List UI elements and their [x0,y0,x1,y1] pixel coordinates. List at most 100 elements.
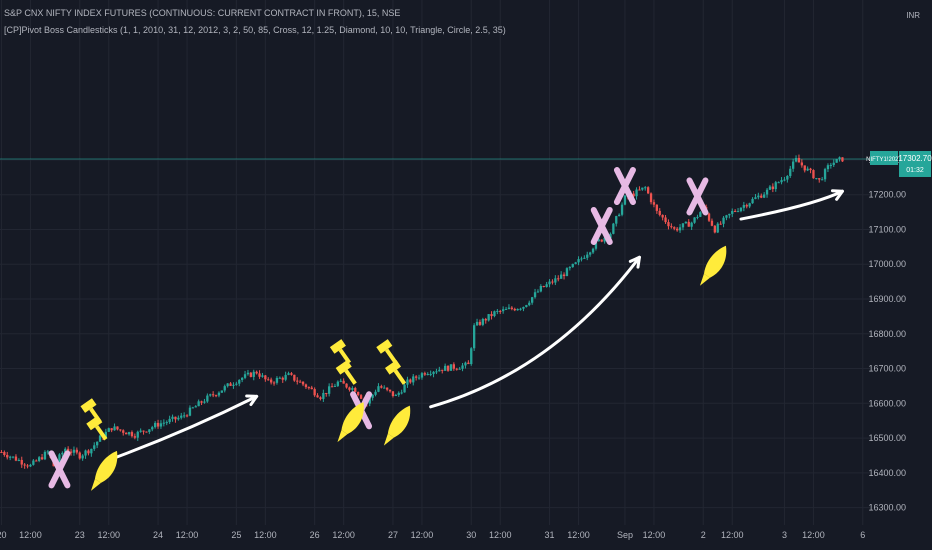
candle-body [783,179,786,181]
candle-body [211,394,215,396]
candle-body [37,457,41,461]
time-axis[interactable]: 2012:002312:002412:002512:002612:002712:… [0,530,865,540]
candle-body [226,383,229,387]
candle-body [122,430,125,433]
candle-body [46,451,50,453]
candle-body [823,169,827,180]
candle-body [359,395,363,399]
candle-body [493,311,496,317]
y-tick-label: 17000.00 [868,259,906,269]
candle-body [644,187,647,189]
candle-body [722,217,725,224]
hammer-handle-icon [393,369,407,385]
candle-body [438,369,441,372]
candle-body [432,371,435,374]
candle-body [238,379,241,384]
candle-body [609,233,612,239]
candle-body [84,450,87,456]
candle-body [406,379,409,385]
candle-body [417,377,421,379]
candle-body [258,373,261,377]
hammer-handle-icon [384,348,398,364]
y-tick-label: 16600.00 [868,398,906,408]
candle-body [275,377,279,383]
candle-body [191,407,195,409]
x-tick-label: 31 [545,530,555,540]
candle-body [794,158,798,162]
candle-body [739,207,743,212]
candle-body [568,267,572,269]
candle-body [313,389,316,396]
trend-arrow-line [110,394,259,461]
candle-body [542,286,545,288]
candle-body [661,214,664,218]
candle-body [177,417,180,420]
rocket-flame-icon [383,433,394,446]
candle-body [400,392,403,394]
hammer-handle-icon [344,369,357,385]
candle-body [620,204,624,215]
candle-body [142,430,145,432]
candle-body [235,383,238,385]
x-tick-label: 12:00 [489,530,512,540]
candle-body [591,248,595,253]
candle-body [742,205,746,208]
candle-body [0,451,3,453]
badge-countdown: 01:32 [906,167,924,174]
candle-body [127,432,131,435]
candle-body [565,268,569,277]
candle-body [269,379,273,383]
currency-label: INR [906,11,920,20]
candle-body [397,392,400,395]
candle-body [638,189,641,191]
candle-body [481,319,485,325]
candle-body [412,376,415,383]
candle-body [800,162,804,166]
candle-body [75,449,79,453]
candle-body [507,307,511,309]
candle-body [731,210,734,214]
candle-body [516,308,519,311]
hammer-marker-icon [86,415,103,431]
candle-body [6,454,9,458]
candle-body [765,189,769,195]
x-tick-label: 20 [0,530,6,540]
candle-body [330,386,334,388]
candle-body [623,195,627,205]
candle-body [209,394,212,396]
candle-body [409,379,412,383]
candle-body [58,454,61,463]
candle-body [223,386,226,391]
candle-body [327,386,331,394]
candle-body [594,240,598,249]
x-tick-label: 12:00 [802,530,825,540]
badge-price-box [899,150,931,177]
x-tick-label: 27 [388,530,398,540]
candle-body [61,452,64,455]
candle-body [272,382,276,384]
candle-body [757,195,760,198]
candle-body [681,223,685,228]
candle-body [818,178,821,180]
candle-body [217,392,221,396]
candle-body [345,383,348,388]
y-tick-label: 16800.00 [868,329,906,339]
rocket-marker-icon [94,450,118,483]
candle-body [95,441,99,446]
candle-body [156,422,160,427]
candle-body [597,239,601,241]
candle-body [310,387,313,390]
trend-arrow-head [245,394,259,407]
candle-body [81,455,84,459]
indicator-legend[interactable]: [CP]Pivot Boss Candlesticks (1, 1, 2010,… [4,25,506,35]
candle-body [504,308,508,310]
candle-body [145,431,148,433]
price-axis[interactable]: 17300.0017200.0017100.0017000.0016900.00… [868,11,920,513]
candle-body [374,391,377,395]
candle-body [171,416,174,419]
rocket-flame-icon [337,430,348,443]
candle-body [751,198,754,204]
candle-body [325,392,328,394]
